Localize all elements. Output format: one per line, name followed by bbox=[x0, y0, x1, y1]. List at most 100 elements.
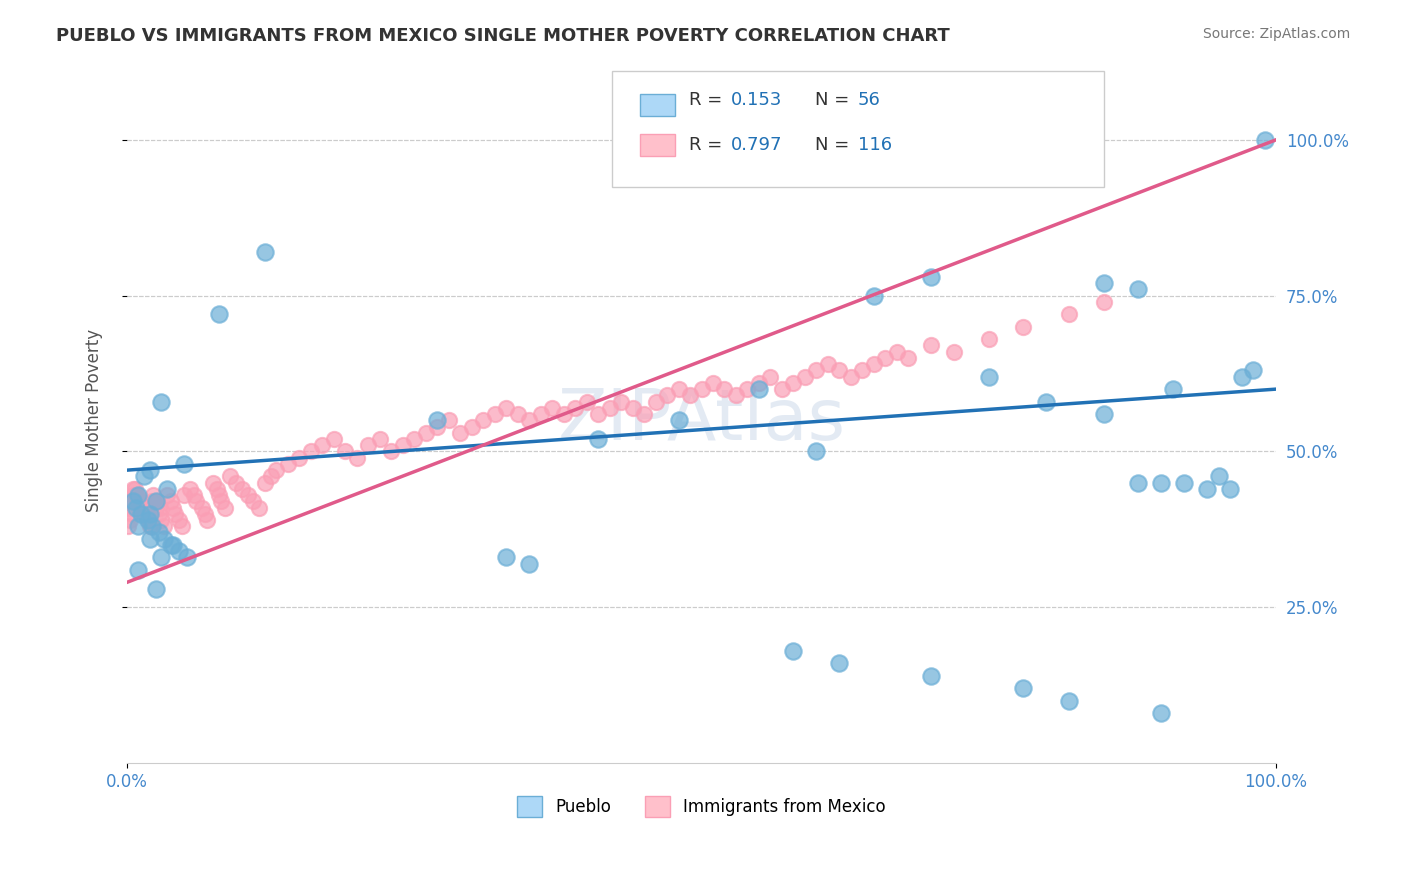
Point bbox=[121, 507, 143, 521]
Point bbox=[575, 394, 598, 409]
Point bbox=[1128, 282, 1150, 296]
Point bbox=[150, 394, 173, 409]
Point bbox=[322, 432, 344, 446]
Point bbox=[1208, 469, 1230, 483]
Point bbox=[299, 444, 322, 458]
Point bbox=[129, 500, 152, 515]
Point bbox=[205, 482, 228, 496]
Text: R =: R = bbox=[689, 136, 723, 153]
Point bbox=[311, 438, 333, 452]
Point bbox=[225, 475, 247, 490]
Point bbox=[1057, 307, 1080, 321]
Point bbox=[1012, 681, 1035, 696]
Point bbox=[195, 513, 218, 527]
Point bbox=[346, 450, 368, 465]
Text: 0.797: 0.797 bbox=[731, 136, 783, 153]
Point bbox=[586, 407, 609, 421]
Point bbox=[131, 500, 153, 515]
Point bbox=[136, 513, 159, 527]
Point bbox=[121, 482, 143, 496]
Point bbox=[127, 563, 149, 577]
Point bbox=[495, 401, 517, 415]
Point bbox=[1057, 694, 1080, 708]
Point bbox=[209, 494, 232, 508]
Point bbox=[179, 482, 201, 496]
Point bbox=[115, 494, 138, 508]
Point bbox=[173, 488, 195, 502]
Point bbox=[247, 500, 270, 515]
Point bbox=[517, 557, 540, 571]
Point bbox=[139, 519, 162, 533]
Point bbox=[125, 500, 148, 515]
Point bbox=[136, 513, 159, 527]
Point bbox=[1150, 706, 1173, 721]
Point bbox=[357, 438, 380, 452]
Point bbox=[162, 500, 184, 515]
Point bbox=[610, 394, 633, 409]
Point bbox=[839, 369, 862, 384]
Point bbox=[1035, 394, 1057, 409]
Point bbox=[541, 401, 564, 415]
Point bbox=[134, 469, 156, 483]
Point bbox=[152, 532, 174, 546]
Point bbox=[139, 507, 162, 521]
Point bbox=[415, 425, 437, 440]
Point bbox=[173, 457, 195, 471]
Point bbox=[165, 507, 187, 521]
Y-axis label: Single Mother Poverty: Single Mother Poverty bbox=[86, 329, 103, 512]
Point bbox=[231, 482, 253, 496]
Point bbox=[1197, 482, 1219, 496]
Point bbox=[141, 494, 163, 508]
Point bbox=[170, 519, 193, 533]
Point bbox=[134, 507, 156, 521]
Point bbox=[920, 338, 942, 352]
Point bbox=[335, 444, 357, 458]
Point bbox=[817, 357, 839, 371]
Point bbox=[156, 488, 179, 502]
Point bbox=[141, 519, 163, 533]
Point bbox=[495, 550, 517, 565]
Point bbox=[159, 494, 181, 508]
Point bbox=[128, 494, 150, 508]
Point bbox=[599, 401, 621, 415]
Legend: Pueblo, Immigrants from Mexico: Pueblo, Immigrants from Mexico bbox=[510, 789, 893, 823]
Point bbox=[426, 419, 449, 434]
Point bbox=[208, 488, 231, 502]
Point bbox=[782, 376, 804, 390]
Point bbox=[851, 363, 873, 377]
Point bbox=[553, 407, 575, 421]
Point bbox=[863, 288, 886, 302]
Point bbox=[806, 363, 828, 377]
Point bbox=[977, 332, 1000, 346]
Point bbox=[277, 457, 299, 471]
Point bbox=[124, 482, 146, 496]
Point bbox=[253, 244, 276, 259]
Point bbox=[121, 494, 143, 508]
Point bbox=[644, 394, 666, 409]
Point bbox=[655, 388, 678, 402]
Point bbox=[633, 407, 655, 421]
Point bbox=[875, 351, 897, 365]
Point bbox=[242, 494, 264, 508]
Point bbox=[129, 507, 152, 521]
Point bbox=[145, 582, 167, 596]
Point bbox=[167, 513, 190, 527]
Point bbox=[127, 519, 149, 533]
Text: 0.153: 0.153 bbox=[731, 91, 783, 109]
Text: PUEBLO VS IMMIGRANTS FROM MEXICO SINGLE MOTHER POVERTY CORRELATION CHART: PUEBLO VS IMMIGRANTS FROM MEXICO SINGLE … bbox=[56, 27, 950, 45]
Point bbox=[759, 369, 782, 384]
Point bbox=[920, 669, 942, 683]
Point bbox=[214, 500, 236, 515]
Point bbox=[176, 550, 198, 565]
Point bbox=[162, 538, 184, 552]
Point bbox=[208, 307, 231, 321]
Point bbox=[125, 488, 148, 502]
Point bbox=[391, 438, 413, 452]
Text: ZIPAtlas: ZIPAtlas bbox=[557, 385, 845, 455]
Point bbox=[449, 425, 471, 440]
Point bbox=[1128, 475, 1150, 490]
Point bbox=[145, 494, 167, 508]
Point bbox=[139, 463, 162, 477]
Point bbox=[506, 407, 529, 421]
Point bbox=[460, 419, 482, 434]
